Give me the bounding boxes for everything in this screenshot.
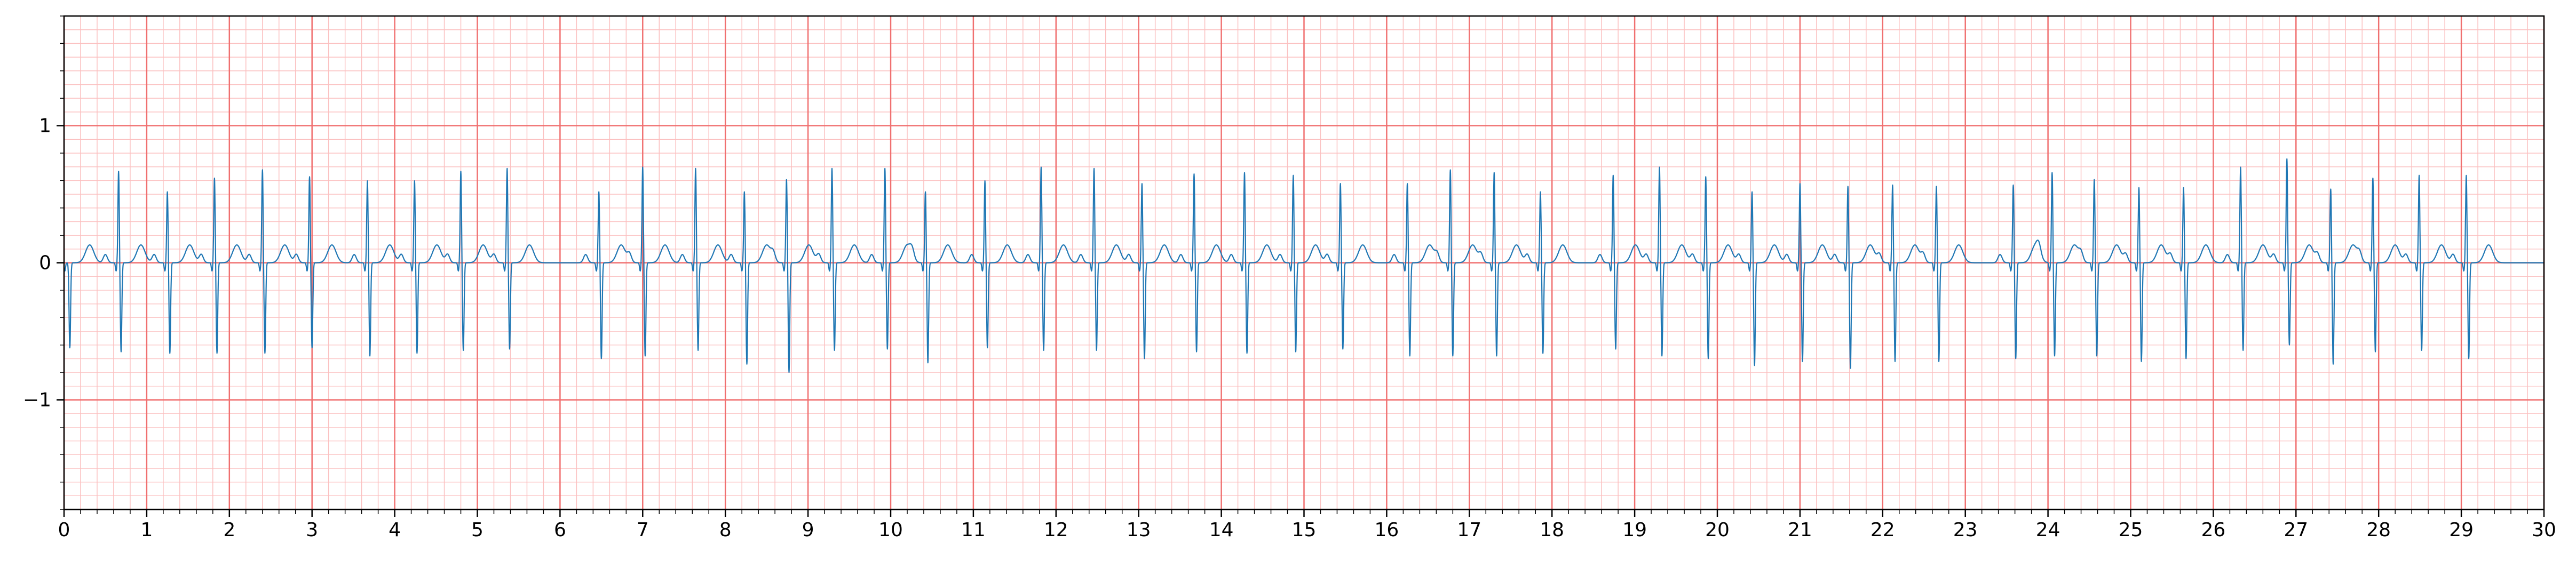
x-tick-label: 24 [2036, 519, 2060, 541]
x-tick-label: 2 [223, 519, 235, 541]
x-tick-label: 16 [1374, 519, 1399, 541]
x-tick-label: 6 [554, 519, 566, 541]
x-tick-label: 14 [1209, 519, 1234, 541]
y-tick-label: −1 [23, 389, 51, 411]
x-tick-label: 27 [2284, 519, 2308, 541]
x-tick-label: 21 [1788, 519, 1812, 541]
x-tick-label: 0 [58, 519, 70, 541]
y-tick-label: 1 [39, 115, 51, 137]
ecg-trace-line [63, 158, 2545, 373]
x-tick-label: 9 [802, 519, 814, 541]
tick-marks [57, 15, 2545, 517]
x-tick-label: 26 [2201, 519, 2225, 541]
x-tick-label: 30 [2532, 519, 2556, 541]
x-tick-label: 8 [719, 519, 732, 541]
x-tick-label: 22 [1870, 519, 1895, 541]
y-tick-label: 0 [39, 252, 51, 274]
x-tick-label: 10 [878, 519, 903, 541]
x-tick-label: 29 [2449, 519, 2474, 541]
x-tick-label: 4 [389, 519, 401, 541]
x-tick-label: 15 [1292, 519, 1317, 541]
x-tick-label: 17 [1457, 519, 1481, 541]
x-tick-label: 19 [1622, 519, 1647, 541]
tick-labels: 0 1 2 3 4 5 6 7 8 9 10 11 12 13 14 15 16 17 18 19 20 21 22 23 24… [23, 115, 2556, 541]
x-tick-label: 13 [1127, 519, 1151, 541]
x-tick-label: 25 [2119, 519, 2143, 541]
x-tick-label: 11 [961, 519, 986, 541]
x-tick-label: 18 [1540, 519, 1564, 541]
x-tick-label: 3 [306, 519, 318, 541]
x-tick-label: 23 [1953, 519, 1978, 541]
x-tick-label: 5 [471, 519, 484, 541]
x-tick-label: 12 [1044, 519, 1068, 541]
x-tick-label: 28 [2366, 519, 2391, 541]
ecg-trace-layer [63, 158, 2545, 373]
x-tick-label: 20 [1705, 519, 1730, 541]
x-tick-label: 1 [140, 519, 153, 541]
x-tick-label: 7 [637, 519, 649, 541]
